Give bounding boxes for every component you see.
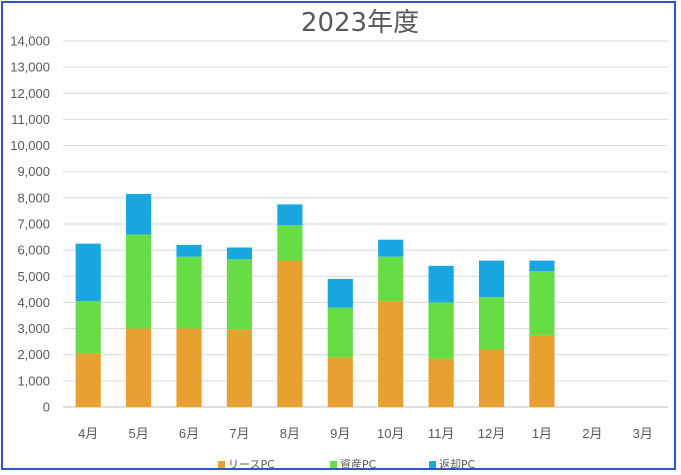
y-tick-label: 5,000	[17, 269, 50, 284]
x-tick-label: 5月	[129, 426, 149, 441]
x-tick-label: 3月	[633, 426, 653, 441]
y-tick-label: 9,000	[17, 164, 50, 179]
y-axis-ticks: 0 1,000 2,000 3,000 4,000 5,000 6,000 7,000 8,00…	[10, 34, 50, 415]
bar-segment-series-1	[327, 307, 353, 358]
bars	[75, 193, 555, 407]
x-tick-label: 12月	[478, 426, 505, 441]
bar-segment-series-1	[277, 225, 303, 261]
bar-segment-series-0	[277, 260, 303, 407]
bar-segment-series-0	[478, 349, 505, 407]
legend: リースPC 資産PC 返却PC	[218, 458, 476, 471]
y-tick-label: 12,000	[10, 86, 50, 101]
bar-segment-series-0	[176, 328, 202, 407]
y-tick-label: 8,000	[17, 190, 50, 205]
bar-segment-series-2	[126, 193, 152, 235]
y-tick-label: 4,000	[17, 295, 50, 310]
bar-segment-series-1	[378, 256, 404, 302]
x-tick-label: 2月	[582, 426, 602, 441]
bar-segment-series-2	[428, 265, 454, 303]
x-tick-label: 4月	[78, 426, 98, 441]
x-tick-label: 1月	[532, 426, 552, 441]
x-tick-label: 10月	[377, 426, 404, 441]
bar-segment-series-1	[529, 271, 555, 336]
bar-segment-series-1	[226, 259, 253, 330]
y-tick-label: 10,000	[10, 138, 50, 153]
x-axis-ticks: 4月 5月 6月 7月 8月 9月 10月 11月 12月 1月 2月 3月	[78, 426, 653, 441]
gridlines	[63, 40, 668, 408]
bar-segment-series-2	[226, 247, 253, 260]
y-tick-label: 2,000	[17, 347, 50, 362]
bar-segment-series-0	[327, 357, 353, 407]
bar-segment-series-2	[176, 244, 202, 257]
bar-segment-series-0	[126, 328, 152, 407]
chart-title: 2023年度	[301, 8, 419, 38]
legend-label: 資産PC	[340, 458, 377, 471]
x-tick-label: 11月	[428, 426, 455, 441]
x-tick-label: 8月	[280, 426, 300, 441]
bar-segment-series-0	[226, 329, 253, 407]
y-tick-label: 13,000	[10, 60, 50, 75]
y-tick-label: 1,000	[17, 373, 50, 388]
bar-segment-series-2	[277, 204, 303, 226]
y-tick-label: 3,000	[17, 321, 50, 336]
bar-segment-series-0	[428, 358, 454, 407]
bar-segment-series-1	[176, 256, 202, 329]
y-tick-label: 7,000	[17, 217, 50, 232]
bar-segment-series-0	[529, 335, 555, 407]
bar-segment-series-1	[126, 234, 152, 329]
legend-swatch	[330, 461, 337, 468]
legend-label: リースPC	[228, 458, 275, 471]
bar-segment-series-2	[75, 243, 101, 302]
bar-segment-series-2	[378, 239, 404, 257]
legend-swatch	[429, 461, 436, 468]
bar-segment-series-1	[428, 302, 454, 359]
legend-swatch	[218, 461, 225, 468]
legend-label: 返却PC	[439, 458, 476, 471]
bar-segment-series-2	[529, 260, 555, 272]
bar-segment-series-2	[478, 260, 505, 298]
y-tick-label: 6,000	[17, 243, 50, 258]
y-tick-label: 14,000	[10, 34, 50, 49]
y-tick-label: 0	[43, 400, 50, 415]
x-tick-label: 9月	[330, 426, 350, 441]
bar-segment-series-0	[378, 301, 404, 407]
x-tick-label: 6月	[179, 426, 199, 441]
bar-segment-series-1	[478, 297, 505, 350]
y-tick-label: 11,000	[11, 112, 50, 127]
bar-segment-series-0	[75, 353, 101, 407]
bar-segment-series-2	[327, 278, 353, 308]
x-tick-label: 7月	[229, 426, 249, 441]
bar-segment-series-1	[75, 301, 101, 354]
